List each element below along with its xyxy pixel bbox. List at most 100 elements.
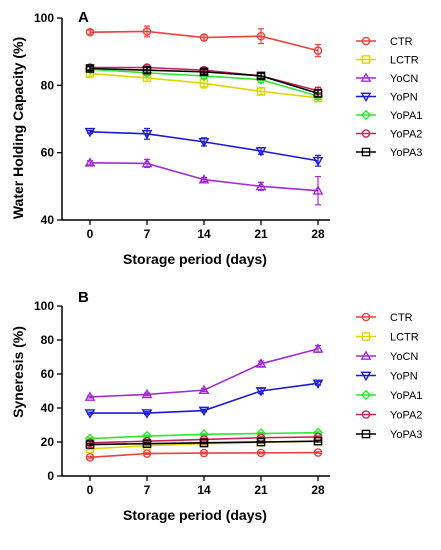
panel-a-x-tick-label: 7 xyxy=(144,227,151,241)
panel-a-plot-area xyxy=(84,25,324,206)
panel-b-error-bar-yopa3 xyxy=(258,440,264,444)
panel-b-data-point-yopa3 xyxy=(85,440,95,449)
panel-a-data-point-yopa3 xyxy=(85,64,95,73)
panel-a-data-point-ctr xyxy=(313,46,323,55)
panel-a-data-point-yopn xyxy=(312,156,324,167)
panel-b-legend-item-yopa2: YoPA2 xyxy=(356,410,422,422)
panel-a-data-point-ctr xyxy=(142,27,152,36)
panel-b-x-tick-label: 7 xyxy=(144,483,151,497)
panel-b-legend-label-yopn: YoPN xyxy=(390,371,418,383)
panel-b-y-tick-label: 60 xyxy=(41,367,55,381)
panel-b-legend-item-ctr: CTR xyxy=(356,312,413,324)
panel-a-error-bar-ctr xyxy=(87,29,93,35)
panel-a-legend-label-ctr: CTR xyxy=(390,36,413,48)
panel-a-legend-label-yopa2: YoPA2 xyxy=(390,129,422,141)
panel-b-legend-label-yopa1: YoPA1 xyxy=(390,390,422,402)
panel-a-error-bar-yopa3 xyxy=(201,68,207,76)
panel-b-plot-area xyxy=(84,343,324,462)
panel-a-x-tick-label: 28 xyxy=(311,227,325,241)
panel-b-data-point-yocn xyxy=(84,391,96,401)
panel-b-x-tick-label: 21 xyxy=(254,483,268,497)
panel-a-legend-marker-yopn xyxy=(360,92,372,103)
panel-a-letter: A xyxy=(78,9,89,26)
panel-b-x-tick-label: 14 xyxy=(197,483,211,497)
panel-b-data-point-ctr xyxy=(85,452,95,462)
panel-b-y-tick-label: 20 xyxy=(41,435,55,449)
panel-b-legend-label-yopa2: YoPA2 xyxy=(390,410,422,422)
panel-a-data-point-yocn xyxy=(84,157,96,167)
panel-b-y-tick-label: 80 xyxy=(41,333,55,347)
panel-b-x-tick-label: 28 xyxy=(311,483,325,497)
panel-a-y-axis-title: Water Holding Capacity (%) xyxy=(10,37,26,219)
panel-a-error-bar-yopa3 xyxy=(87,65,93,72)
panel-a-legend-item-yocn: YoCN xyxy=(356,72,418,85)
panel-a-legend-item-yopa1: YoPA1 xyxy=(356,109,422,122)
panel-b-legend-item-yocn: YoCN xyxy=(356,350,418,363)
panel-b-x-tick-label: 0 xyxy=(87,483,94,497)
panel-b-error-bar-ctr xyxy=(201,451,207,455)
panel-b-legend-marker-yopn xyxy=(360,371,372,382)
panel-b-x-axis-title: Storage period (days) xyxy=(123,507,267,523)
panel-a-data-point-yopa3 xyxy=(313,89,323,98)
panel-a-data-point-ctr xyxy=(199,33,209,42)
panel-a-data-point-yopn xyxy=(141,129,153,140)
panel-b-legend-marker-ctr xyxy=(361,312,371,322)
panel-a-data-point-yopa3 xyxy=(142,65,152,75)
panel-b-error-bar-yopa3 xyxy=(315,439,321,443)
panel-a-legend-label-yopa1: YoPA1 xyxy=(390,110,422,122)
panel-b-error-bar-yopa3 xyxy=(144,442,150,446)
panel-b-data-point-yopa3 xyxy=(199,438,209,448)
panel-b-y-tick-label: 40 xyxy=(41,401,55,415)
panel-b-data-point-yocn xyxy=(255,358,267,368)
panel-b-error-bar-ctr xyxy=(144,452,150,456)
panel-a-data-point-yopa1 xyxy=(141,67,153,79)
panel-b-series-yopn xyxy=(84,379,324,419)
panel-a-legend-item-yopa2: YoPA2 xyxy=(356,129,422,141)
panel-b-error-bar-ctr xyxy=(315,451,321,454)
panel-a-data-point-yopn xyxy=(84,127,96,138)
panel-b-data-point-yopn xyxy=(84,409,96,419)
panel-b-legend-label-yopa3: YoPA3 xyxy=(390,429,422,441)
panel-b-data-point-yocn xyxy=(312,343,324,353)
panel-a-legend-label-yopn: YoPN xyxy=(390,92,418,104)
panel-a-series-yopn xyxy=(84,127,324,167)
panel-a-y-tick-label: 100 xyxy=(34,11,54,25)
panel-b-series-ctr xyxy=(85,448,323,462)
panel-b-data-point-yopn xyxy=(312,379,324,389)
panel-a-legend-marker-yopa2 xyxy=(361,129,371,138)
panel-b-data-point-yocn xyxy=(198,384,210,395)
panel-b-y-axis-title: Syneresis (%) xyxy=(10,326,26,418)
panel-b-data-point-yopa3 xyxy=(142,439,152,449)
panel-a-legend-marker-lctr xyxy=(361,55,371,64)
panel-b-data-point-yopa3 xyxy=(256,437,266,447)
panel-b-data-point-yopn xyxy=(255,387,267,397)
panel-b-legend-marker-yopa2 xyxy=(361,410,371,419)
panel-b-data-point-yopn xyxy=(141,409,153,419)
panel-b-legend-item-yopa1: YoPA1 xyxy=(356,389,422,402)
panel-b-error-bar-yopa3 xyxy=(201,441,207,445)
panel-b-series-yopa3 xyxy=(85,436,323,449)
panel-b-error-bar-ctr xyxy=(258,451,264,455)
panel-a-data-point-yopa1 xyxy=(312,90,324,102)
panel-b-data-point-yocn xyxy=(141,388,153,399)
panel-a-series-ctr xyxy=(85,25,323,58)
panel-a-y-tick-label: 40 xyxy=(41,213,55,227)
panel-a-data-point-yocn xyxy=(255,180,267,191)
panel-a-x-axis-title: Storage period (days) xyxy=(123,251,267,267)
panel-a-x-tick-label: 21 xyxy=(254,227,268,241)
panel-a-data-point-yocn xyxy=(141,157,153,168)
panel-a-legend-item-yopa3: YoPA3 xyxy=(356,147,422,159)
panel-a-legend-marker-yocn xyxy=(360,72,372,82)
panel-a-legend-label-lctr: LCTR xyxy=(390,55,419,67)
panel-b-data-point-ctr xyxy=(313,448,323,457)
panel-a-legend-label-yocn: YoCN xyxy=(390,73,418,85)
panel-b-legend: CTR LCTR YoCN YoPN YoPA1 YoPA2 YoPA3 xyxy=(356,312,422,441)
panel-a-x-tick-label: 14 xyxy=(197,227,211,241)
panel-a-x-tick-label: 0 xyxy=(87,227,94,241)
panel-b-y-tick-label: 0 xyxy=(47,469,54,483)
panel-a-data-point-yocn xyxy=(198,173,210,184)
panel-a-y-tick-label: 80 xyxy=(41,78,55,92)
panel-b-legend-marker-yocn xyxy=(360,350,372,360)
panel-a-error-bar-yopa3 xyxy=(258,72,264,80)
